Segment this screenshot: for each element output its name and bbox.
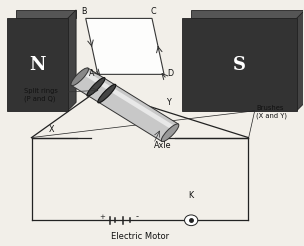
Text: C: C	[151, 7, 156, 16]
Text: Axle: Axle	[154, 141, 171, 150]
Circle shape	[185, 215, 198, 226]
Text: X: X	[48, 124, 54, 134]
Text: K: K	[188, 191, 194, 200]
Text: N: N	[29, 56, 46, 74]
Ellipse shape	[87, 77, 105, 96]
Text: Brushes
(X and Y): Brushes (X and Y)	[256, 105, 287, 119]
Ellipse shape	[71, 68, 88, 86]
Polygon shape	[16, 10, 76, 18]
Text: Electric Motor: Electric Motor	[111, 231, 169, 241]
Polygon shape	[71, 68, 178, 141]
Polygon shape	[297, 10, 304, 111]
Text: Split rings
(P and Q): Split rings (P and Q)	[24, 88, 58, 102]
Text: A: A	[89, 69, 95, 78]
Polygon shape	[7, 18, 68, 111]
Polygon shape	[191, 10, 304, 18]
Ellipse shape	[161, 124, 179, 142]
Text: B: B	[81, 7, 87, 16]
Polygon shape	[86, 18, 164, 74]
Ellipse shape	[98, 84, 116, 103]
Polygon shape	[68, 10, 76, 111]
Text: +: +	[99, 214, 105, 220]
Text: S: S	[233, 56, 246, 74]
Text: Y: Y	[166, 98, 171, 107]
Polygon shape	[182, 18, 297, 111]
Polygon shape	[82, 71, 176, 130]
Text: -: -	[136, 212, 138, 221]
Text: D: D	[167, 69, 173, 78]
